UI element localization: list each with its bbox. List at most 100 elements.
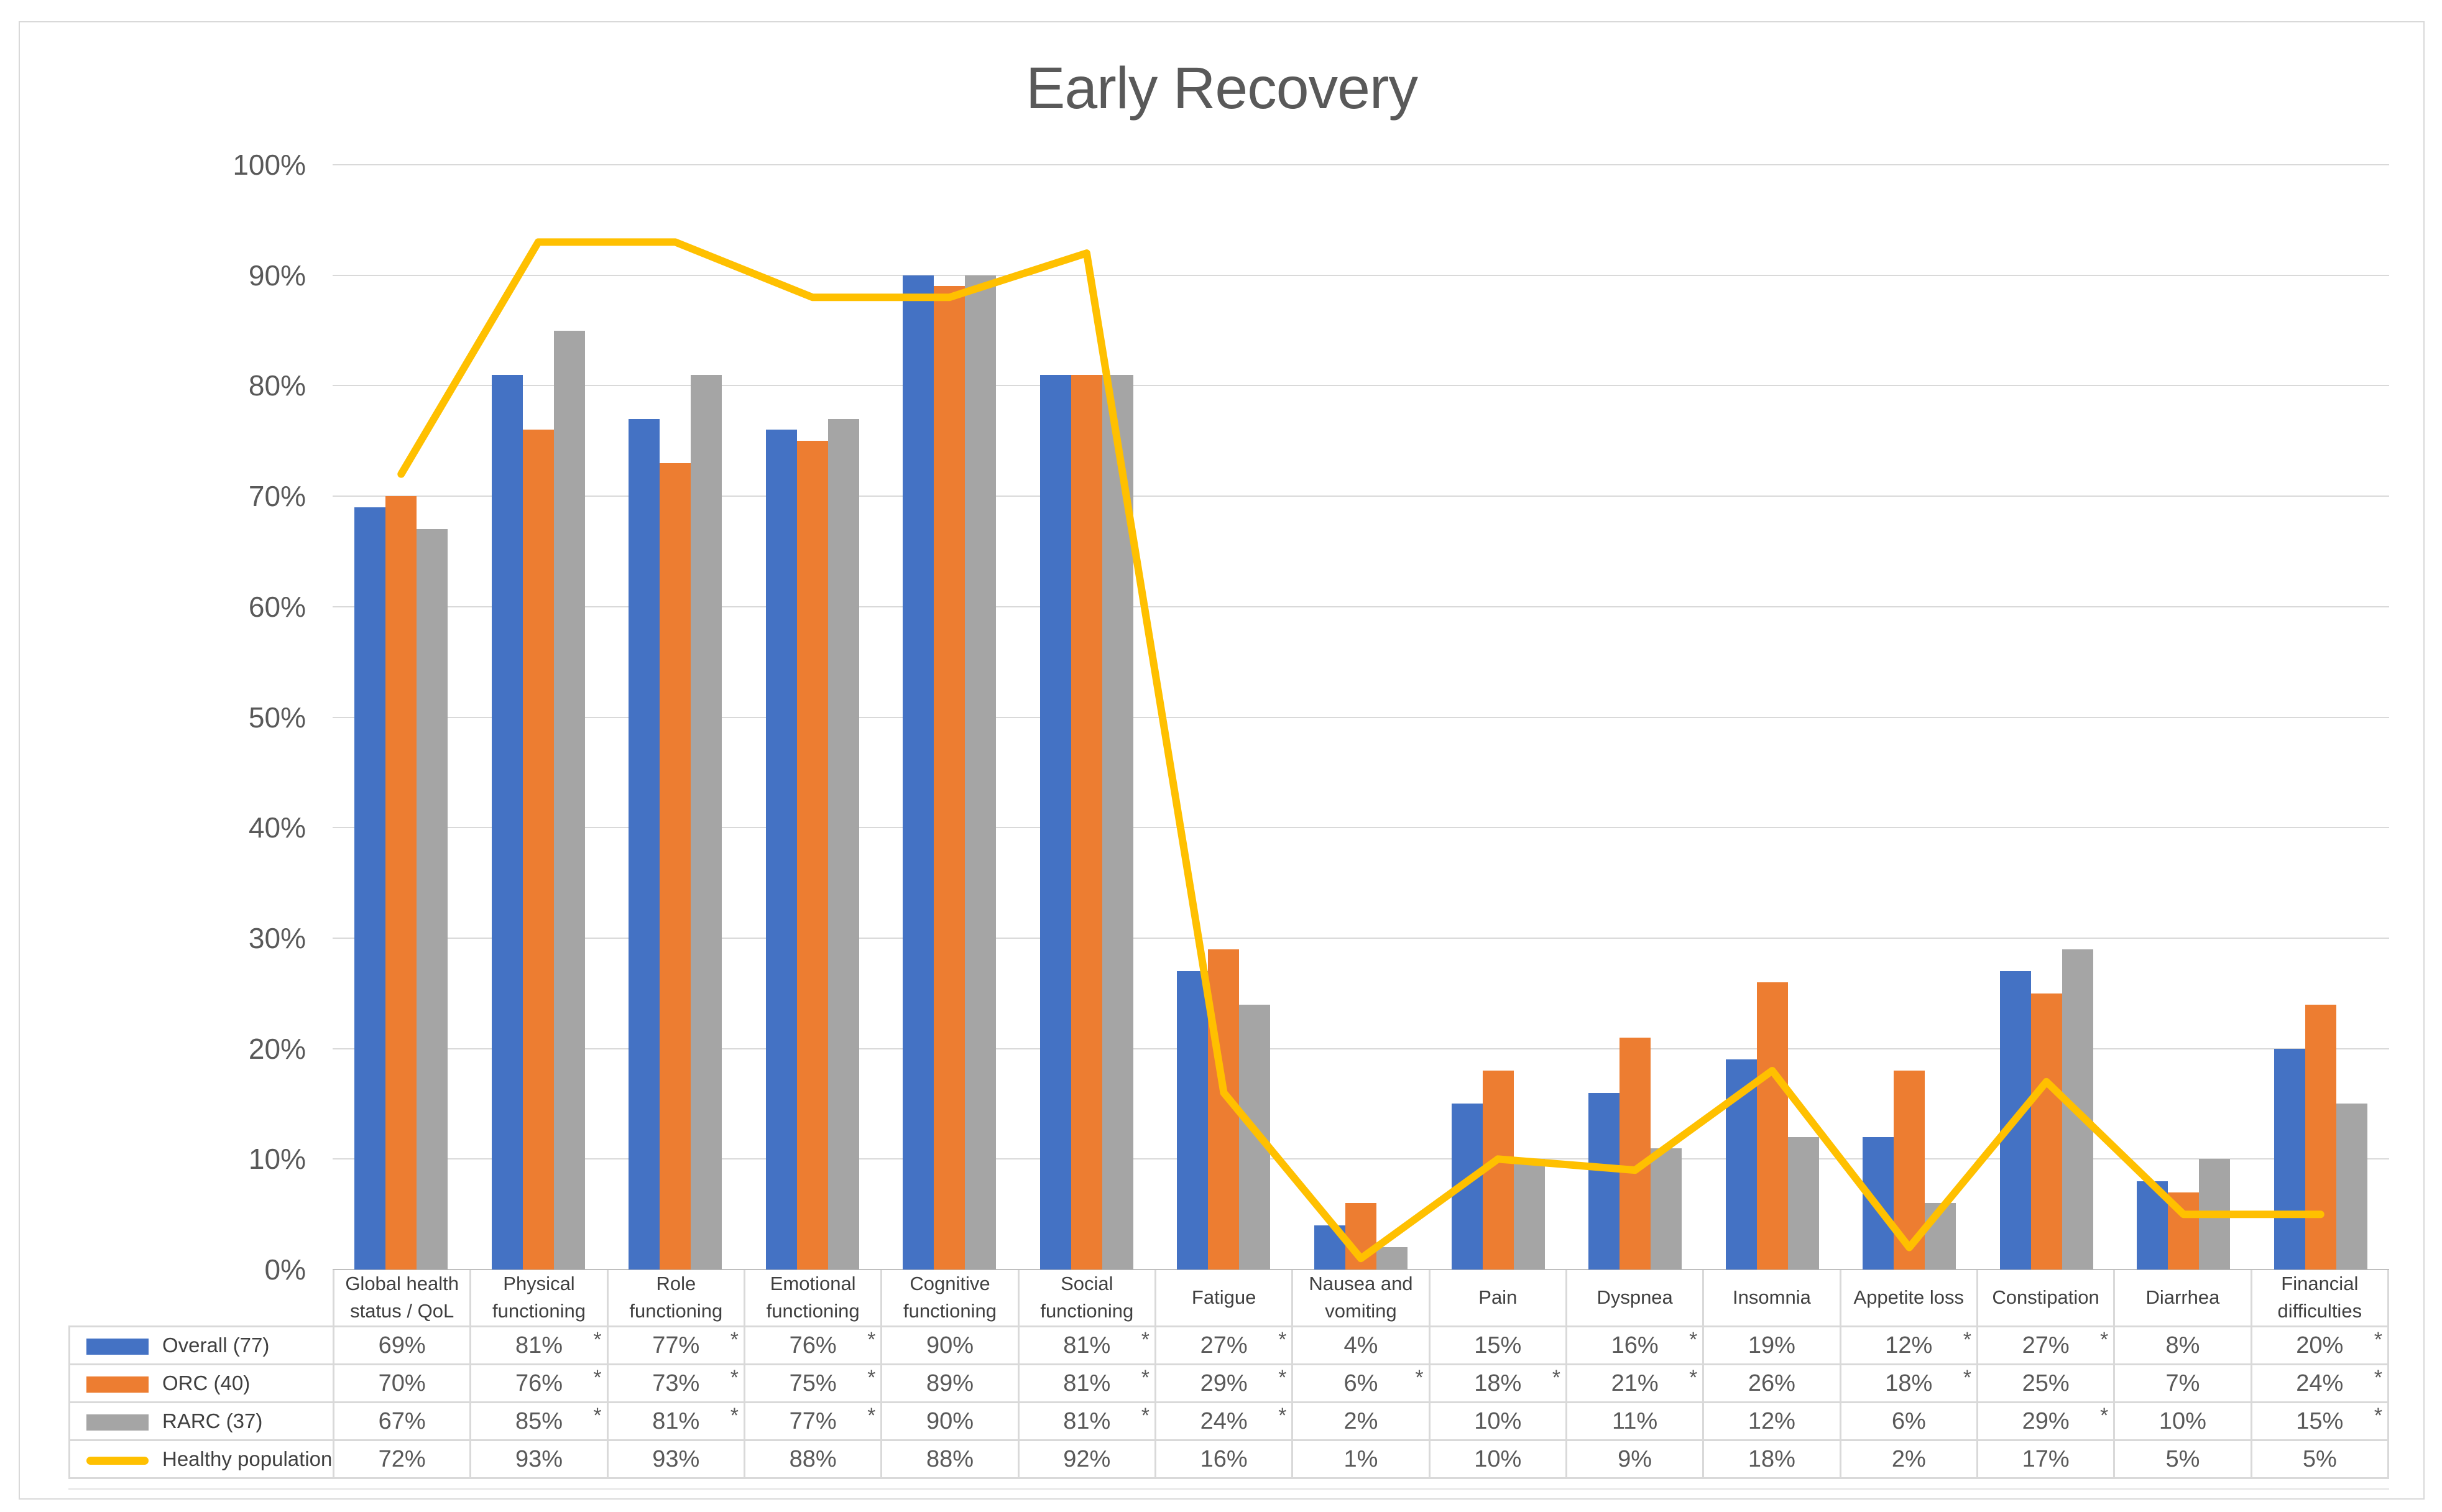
value-text: 76% (789, 1332, 837, 1358)
value-text: 24% (2296, 1370, 2344, 1396)
value-text: 6% (1343, 1370, 1378, 1396)
value-cell-rarc-37-nausea-and-vomiting: 2% (1291, 1401, 1431, 1441)
bar-overall-77-role-functioning (629, 418, 660, 1270)
value-text: 88% (926, 1445, 974, 1472)
value-text: 26% (1748, 1370, 1795, 1396)
significance-asterisk: * (730, 1366, 739, 1390)
significance-asterisk: * (1552, 1366, 1560, 1390)
legend-label: ORC (40) (162, 1371, 251, 1394)
significance-asterisk: * (867, 1328, 876, 1352)
y-axis-tick-label: 0% (264, 1253, 306, 1286)
value-text: 24% (1200, 1408, 1248, 1434)
value-text: 2% (1343, 1408, 1378, 1434)
value-cell-rarc-37-appetite-loss: 6% (1839, 1401, 1978, 1441)
table-row-orc-40: ORC (40) 70% 76% * 73% * 75% * 89% 81% * 29% * 6% * 18%… (68, 1363, 2390, 1403)
bar-rarc-37-dyspnea (1651, 1148, 1682, 1270)
value-cell-rarc-37-role-functioning: 81% * (606, 1401, 745, 1441)
value-cell-healthy-population-social-functioning: 92% (1017, 1439, 1156, 1479)
bar-overall-77-cognitive-functioning (903, 275, 934, 1270)
significance-asterisk: * (730, 1328, 739, 1352)
value-cell-overall-77-fatigue: 27% * (1154, 1325, 1294, 1365)
value-cell-healthy-population-emotional-functioning: 88% (743, 1439, 883, 1479)
bar-rarc-37-nausea-and-vomiting (1376, 1247, 1408, 1270)
legend-item-rarc-37: RARC (37) (68, 1401, 334, 1441)
value-cell-orc-40-constipation: 25% (1976, 1363, 2116, 1403)
value-cell-orc-40-cognitive-functioning: 89% (880, 1363, 1020, 1403)
y-axis-tick-label: 100% (233, 149, 306, 181)
value-cell-orc-40-emotional-functioning: 75% * (743, 1363, 883, 1403)
value-cell-healthy-population-diarrhea: 5% (2113, 1439, 2252, 1479)
bar-rarc-37-role-functioning (691, 374, 722, 1270)
y-axis-tick-label: 30% (248, 921, 306, 954)
value-cell-healthy-population-constipation: 17% (1976, 1439, 2116, 1479)
category-header-constipation: Constipation (1976, 1270, 2116, 1327)
value-cell-overall-77-diarrhea: 8% (2113, 1325, 2252, 1365)
value-text: 90% (926, 1332, 974, 1358)
y-axis-tick-label: 80% (248, 369, 306, 402)
value-cell-orc-40-appetite-loss: 18% * (1839, 1363, 1978, 1403)
chart-title: Early Recovery (1025, 55, 1418, 121)
value-text: 1% (1343, 1445, 1378, 1472)
bar-orc-40-emotional-functioning (796, 441, 828, 1270)
significance-asterisk: * (1278, 1366, 1287, 1390)
value-text: 77% (789, 1408, 837, 1434)
legend-label: Overall (77) (162, 1334, 270, 1357)
value-cell-rarc-37-financial-difficulties: 15% * (2250, 1401, 2390, 1441)
significance-asterisk: * (1415, 1366, 1424, 1390)
value-text: 29% (2022, 1408, 2070, 1434)
y-axis-tick-label: 10% (248, 1143, 306, 1176)
value-text: 21% (1611, 1370, 1659, 1396)
value-cell-orc-40-dyspnea: 21% * (1565, 1363, 1705, 1403)
legend-label: Healthy population (162, 1447, 333, 1470)
gridline (333, 606, 2389, 607)
table-row-healthy-population: Healthy population 72% 93% 93% 88% 88% 92% 16% 1… (68, 1439, 2390, 1479)
table-row-overall-77: Overall (77) 69% 81% * 77% * 76% * 90% 81% * 27% * 4%… (68, 1325, 2390, 1365)
value-text: 10% (1474, 1445, 1522, 1472)
value-text: 5% (2302, 1445, 2337, 1472)
gridline (333, 827, 2389, 829)
value-cell-overall-77-global-health-status-qol: 69% (332, 1325, 472, 1365)
significance-asterisk: * (2374, 1404, 2382, 1427)
bar-overall-77-physical-functioning (491, 374, 523, 1270)
value-cell-healthy-population-nausea-and-vomiting: 1% (1291, 1439, 1431, 1479)
bar-rarc-37-insomnia (1787, 1136, 1819, 1270)
category-header-financial-difficulties: Financial difficulties (2250, 1270, 2390, 1327)
value-text: 27% (2022, 1332, 2070, 1358)
value-text: 81% (1063, 1370, 1111, 1396)
table-row-rarc-37: RARC (37) 67% 85% * 81% * 77% * 90% 81% * 24% * 2% 10%… (68, 1401, 2390, 1441)
value-cell-orc-40-social-functioning: 81% * (1017, 1363, 1156, 1403)
value-text: 9% (1618, 1445, 1652, 1472)
value-text: 5% (2165, 1445, 2200, 1472)
significance-asterisk: * (2100, 1328, 2109, 1352)
gridline (333, 1048, 2389, 1049)
bar-orc-40-physical-functioning (522, 430, 554, 1270)
value-text: 70% (378, 1370, 426, 1396)
value-text: 69% (378, 1332, 426, 1358)
category-header-pain: Pain (1428, 1270, 1567, 1327)
bar-orc-40-social-functioning (1071, 374, 1102, 1270)
bar-orc-40-dyspnea (1620, 1037, 1651, 1270)
value-text: 75% (789, 1370, 837, 1396)
healthy-population-line (397, 238, 2325, 1263)
category-header-diarrhea: Diarrhea (2113, 1270, 2252, 1327)
value-cell-overall-77-appetite-loss: 12% * (1839, 1325, 1978, 1365)
value-cell-healthy-population-financial-difficulties: 5% (2250, 1439, 2390, 1479)
significance-asterisk: * (2374, 1328, 2382, 1352)
value-cell-rarc-37-constipation: 29% * (1976, 1401, 2116, 1441)
bar-overall-77-financial-difficulties (2274, 1048, 2305, 1270)
value-cell-rarc-37-fatigue: 24% * (1154, 1401, 1294, 1441)
value-text: 29% (1200, 1370, 1248, 1396)
value-cell-overall-77-insomnia: 19% (1702, 1325, 1841, 1365)
value-cell-orc-40-global-health-status-qol: 70% (332, 1363, 472, 1403)
value-text: 10% (2159, 1408, 2206, 1434)
value-cell-orc-40-diarrhea: 7% (2113, 1363, 2252, 1403)
legend-item-healthy-population: Healthy population (68, 1439, 334, 1479)
value-cell-overall-77-role-functioning: 77% * (606, 1325, 745, 1365)
significance-asterisk: * (730, 1404, 739, 1427)
significance-asterisk: * (1689, 1366, 1698, 1390)
value-cell-overall-77-physical-functioning: 81% * (469, 1325, 609, 1365)
bar-orc-40-global-health-status-qol (385, 496, 417, 1270)
value-cell-overall-77-cognitive-functioning: 90% (880, 1325, 1020, 1365)
significance-asterisk: * (1141, 1328, 1150, 1352)
bar-rarc-37-cognitive-functioning (965, 275, 997, 1270)
